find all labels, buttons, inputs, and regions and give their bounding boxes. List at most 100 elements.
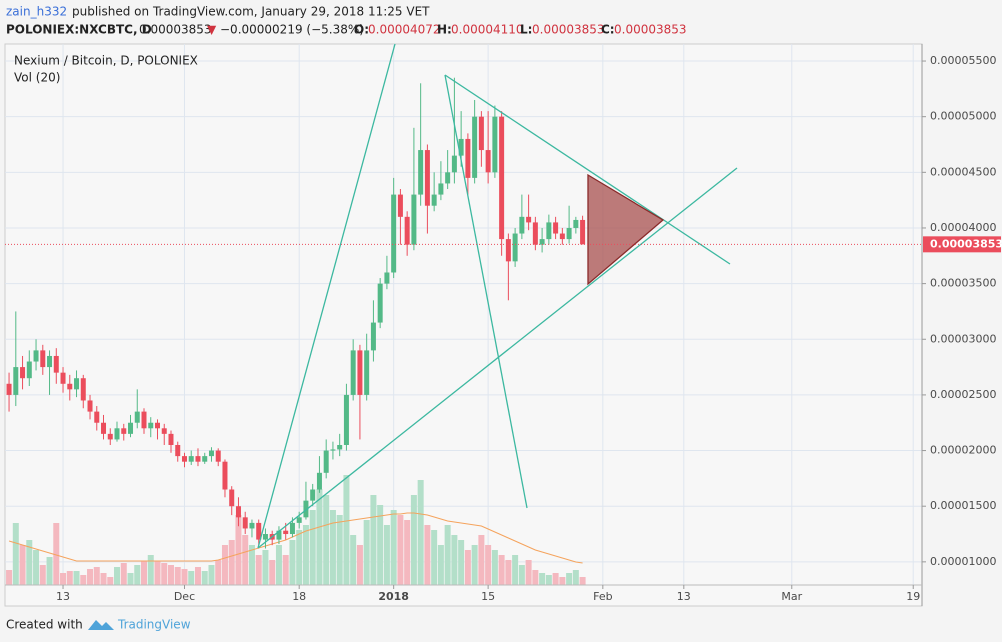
candles bbox=[6, 77, 586, 549]
volume-bar bbox=[289, 540, 296, 585]
triangle bbox=[587, 173, 665, 286]
volume-bar bbox=[87, 569, 94, 585]
volume-bar bbox=[323, 495, 330, 585]
volume-bar bbox=[350, 535, 357, 585]
candle-body bbox=[330, 449, 336, 451]
volume-bar bbox=[316, 489, 323, 585]
volume-bar bbox=[491, 550, 498, 585]
volume-bar bbox=[458, 540, 465, 585]
candle-body bbox=[364, 350, 370, 395]
c-label: C: bbox=[601, 23, 615, 37]
symbol: POLONIEX:NXCBTC, D bbox=[6, 23, 152, 37]
volume-bar bbox=[127, 573, 134, 585]
candle-body bbox=[148, 422, 154, 429]
logo bbox=[88, 620, 114, 630]
volume-bar bbox=[444, 525, 451, 585]
candle-body bbox=[168, 433, 174, 445]
x-tick-label: 13 bbox=[56, 590, 70, 603]
volume-bar bbox=[572, 570, 579, 585]
candle-body bbox=[424, 150, 430, 206]
candle-body bbox=[350, 350, 356, 395]
volume-bar bbox=[12, 523, 19, 585]
l-value: 0.00003853 bbox=[532, 23, 605, 37]
volume-bar bbox=[188, 571, 195, 585]
volume-bar bbox=[451, 535, 458, 585]
volume-bar bbox=[309, 510, 316, 585]
volume-bar bbox=[424, 525, 431, 585]
volume-bar bbox=[552, 573, 559, 585]
y-tick-label: 0.00003000 bbox=[930, 332, 996, 345]
volume-bar bbox=[201, 571, 208, 585]
volume-bar bbox=[26, 540, 33, 585]
volume-bar bbox=[19, 545, 26, 585]
candle-body bbox=[418, 150, 424, 195]
candle-body bbox=[316, 472, 322, 490]
volume-bar bbox=[282, 555, 289, 585]
candle-body bbox=[512, 233, 518, 262]
volume-bar bbox=[228, 540, 235, 585]
volume-bar bbox=[302, 525, 309, 585]
candle-body bbox=[87, 400, 93, 412]
candle-body bbox=[539, 239, 545, 245]
volume-bar bbox=[215, 560, 222, 585]
volume-bar bbox=[120, 563, 127, 585]
author[interactable]: zain_h332 bbox=[6, 5, 67, 19]
o-label: O: bbox=[354, 23, 369, 37]
candle-body bbox=[181, 456, 187, 462]
candle-body bbox=[397, 194, 403, 217]
volume-bar bbox=[539, 573, 546, 585]
volume-pane bbox=[6, 475, 586, 585]
volume-bar bbox=[377, 505, 384, 585]
volume-bar bbox=[545, 575, 552, 585]
volume-bar bbox=[518, 565, 525, 585]
volume-bar bbox=[525, 560, 532, 585]
candle-body bbox=[370, 322, 376, 351]
candle-body bbox=[262, 534, 268, 540]
candle-body bbox=[566, 227, 572, 240]
volume-bar bbox=[242, 535, 249, 585]
volume-bar bbox=[114, 567, 121, 585]
volume-bar bbox=[208, 565, 215, 585]
x-tick-label: 13 bbox=[677, 590, 691, 603]
volume-bar bbox=[464, 550, 471, 585]
candle-body bbox=[431, 194, 437, 206]
volume-bar bbox=[336, 515, 343, 585]
volume-bar bbox=[93, 567, 100, 585]
candle-body bbox=[323, 450, 329, 473]
volume-bar bbox=[161, 563, 168, 585]
candle-body bbox=[188, 456, 194, 462]
candle-body bbox=[67, 383, 73, 390]
x-tick-label: 19 bbox=[906, 590, 920, 603]
volume-bar bbox=[262, 550, 269, 585]
candle-body bbox=[208, 450, 214, 457]
volume-bar bbox=[181, 569, 188, 585]
x-tick-label: Dec bbox=[174, 590, 195, 603]
candle-body bbox=[195, 456, 201, 462]
candle-body bbox=[121, 428, 127, 434]
volume-bar bbox=[174, 567, 181, 585]
candle-body bbox=[107, 433, 113, 440]
candle-body bbox=[128, 422, 134, 434]
volume-bar bbox=[329, 510, 336, 585]
volume-bar bbox=[46, 557, 53, 585]
candle-body bbox=[94, 411, 100, 423]
candle-body bbox=[6, 383, 12, 395]
o-value: 0.00004072 bbox=[368, 23, 441, 37]
volume-ma bbox=[8, 512, 583, 564]
volume-bar bbox=[100, 573, 107, 585]
brand[interactable]: TradingView bbox=[117, 618, 191, 632]
candle-body bbox=[478, 116, 484, 151]
candle-body bbox=[296, 517, 302, 523]
volume-bar bbox=[66, 571, 73, 585]
candle-body bbox=[222, 461, 228, 490]
candle-body bbox=[526, 216, 532, 223]
published: published on TradingView.com, January 29… bbox=[72, 5, 430, 19]
candle-body bbox=[80, 378, 86, 401]
candle-body bbox=[242, 517, 248, 529]
candle-body bbox=[438, 183, 444, 195]
candle-body bbox=[13, 367, 19, 395]
volume-bar bbox=[532, 570, 539, 585]
candle-body bbox=[573, 219, 579, 228]
candle-body bbox=[391, 194, 397, 273]
